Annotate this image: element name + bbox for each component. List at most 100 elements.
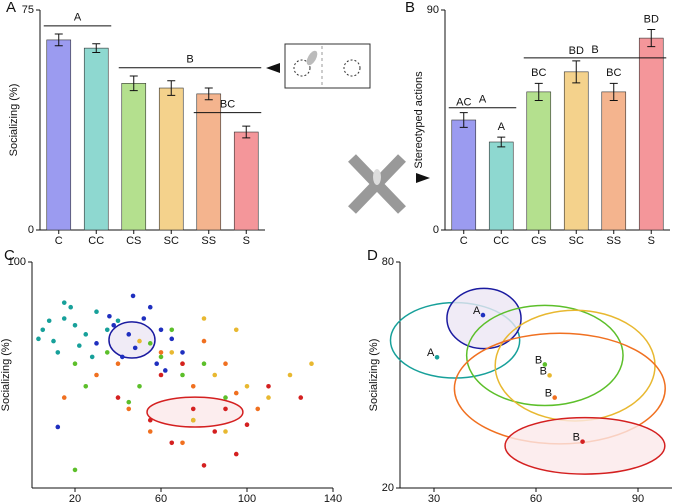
bar xyxy=(526,91,552,231)
point xyxy=(107,313,112,319)
error-bar xyxy=(92,43,101,54)
point xyxy=(147,417,153,423)
x-tick-label: S xyxy=(648,235,655,247)
point xyxy=(190,417,196,423)
point xyxy=(480,312,486,318)
point xyxy=(68,304,73,310)
x-tick-label: S xyxy=(243,235,250,247)
point xyxy=(158,350,164,355)
point xyxy=(309,361,314,367)
point xyxy=(61,300,67,305)
point-label: B xyxy=(573,432,580,444)
x-tick-label: CC xyxy=(88,235,104,247)
point-label: A xyxy=(427,347,435,359)
point-label: B xyxy=(545,388,552,400)
ellipse xyxy=(494,309,656,422)
x-tick-label: 60 xyxy=(155,493,167,503)
point xyxy=(266,395,271,400)
point xyxy=(126,406,132,412)
point xyxy=(83,384,89,389)
point xyxy=(94,309,99,315)
point xyxy=(158,354,164,360)
bar xyxy=(638,37,664,231)
point xyxy=(36,336,41,342)
point xyxy=(115,318,121,324)
error-bar xyxy=(534,82,543,101)
point xyxy=(126,332,132,337)
point xyxy=(72,467,78,473)
x-tick-label: CC xyxy=(493,235,509,247)
panel-label: A xyxy=(6,0,16,16)
bar xyxy=(46,39,72,231)
point xyxy=(130,293,136,299)
x-tick-label: 90 xyxy=(632,493,644,503)
y-axis-label: Socializing (%) xyxy=(8,84,20,157)
x-tick-label: SC xyxy=(164,235,179,247)
x-tick-label: CS xyxy=(531,235,546,247)
point xyxy=(104,327,110,333)
point xyxy=(94,341,99,346)
ellipse xyxy=(465,304,624,407)
point xyxy=(163,368,168,373)
ellipse xyxy=(146,396,244,428)
point xyxy=(298,395,304,400)
point xyxy=(132,345,138,351)
point xyxy=(169,336,175,342)
bar xyxy=(233,131,259,231)
point xyxy=(115,361,121,367)
point xyxy=(212,372,218,378)
x-tick-label: 100 xyxy=(238,493,256,503)
bar-label: BD xyxy=(644,13,659,25)
point xyxy=(158,327,164,333)
point xyxy=(137,384,142,389)
point xyxy=(111,322,116,328)
error-bar xyxy=(54,33,63,47)
panel-label: C xyxy=(4,247,15,264)
bar xyxy=(601,91,627,231)
point xyxy=(201,463,207,468)
x-tick-label: C xyxy=(460,235,468,247)
point xyxy=(72,322,78,328)
error-bar xyxy=(572,60,581,84)
significance-label: BC xyxy=(220,99,235,111)
point xyxy=(180,372,185,378)
bar xyxy=(451,119,477,231)
point xyxy=(169,327,175,333)
y-axis-label: Socializing (%) xyxy=(0,339,12,412)
point xyxy=(115,395,121,400)
point xyxy=(154,361,159,367)
bar xyxy=(488,141,514,231)
point xyxy=(169,440,175,446)
point xyxy=(94,372,99,378)
y-axis-label: Stereotyped actions xyxy=(413,71,425,169)
y-axis-label: Socializing (%) xyxy=(368,339,380,412)
point xyxy=(55,350,61,355)
y-tick-label: 0 xyxy=(433,224,439,236)
error-bar xyxy=(167,80,176,96)
point xyxy=(46,318,52,324)
panel-label: D xyxy=(367,247,378,264)
point xyxy=(104,350,110,355)
x-tick-label: CS xyxy=(126,235,141,247)
point xyxy=(542,362,548,367)
significance-label: A xyxy=(479,94,487,106)
arena-icon xyxy=(266,43,371,89)
bar xyxy=(121,83,147,231)
point xyxy=(147,304,153,310)
error-bar xyxy=(609,82,618,101)
significance-label: B xyxy=(591,44,598,56)
x-tick-label: SS xyxy=(201,235,216,247)
point xyxy=(244,422,250,428)
x-tick-label: 30 xyxy=(428,493,440,503)
point xyxy=(89,354,95,360)
y-tick-label: 0 xyxy=(28,224,34,236)
point xyxy=(83,332,89,337)
error-bar xyxy=(647,29,656,48)
point xyxy=(223,361,228,367)
ellipse xyxy=(504,416,666,475)
bar xyxy=(83,47,109,231)
x-tick-label: 20 xyxy=(69,493,81,503)
error-bar xyxy=(459,112,468,128)
point xyxy=(201,338,207,344)
significance-label: A xyxy=(74,12,82,24)
